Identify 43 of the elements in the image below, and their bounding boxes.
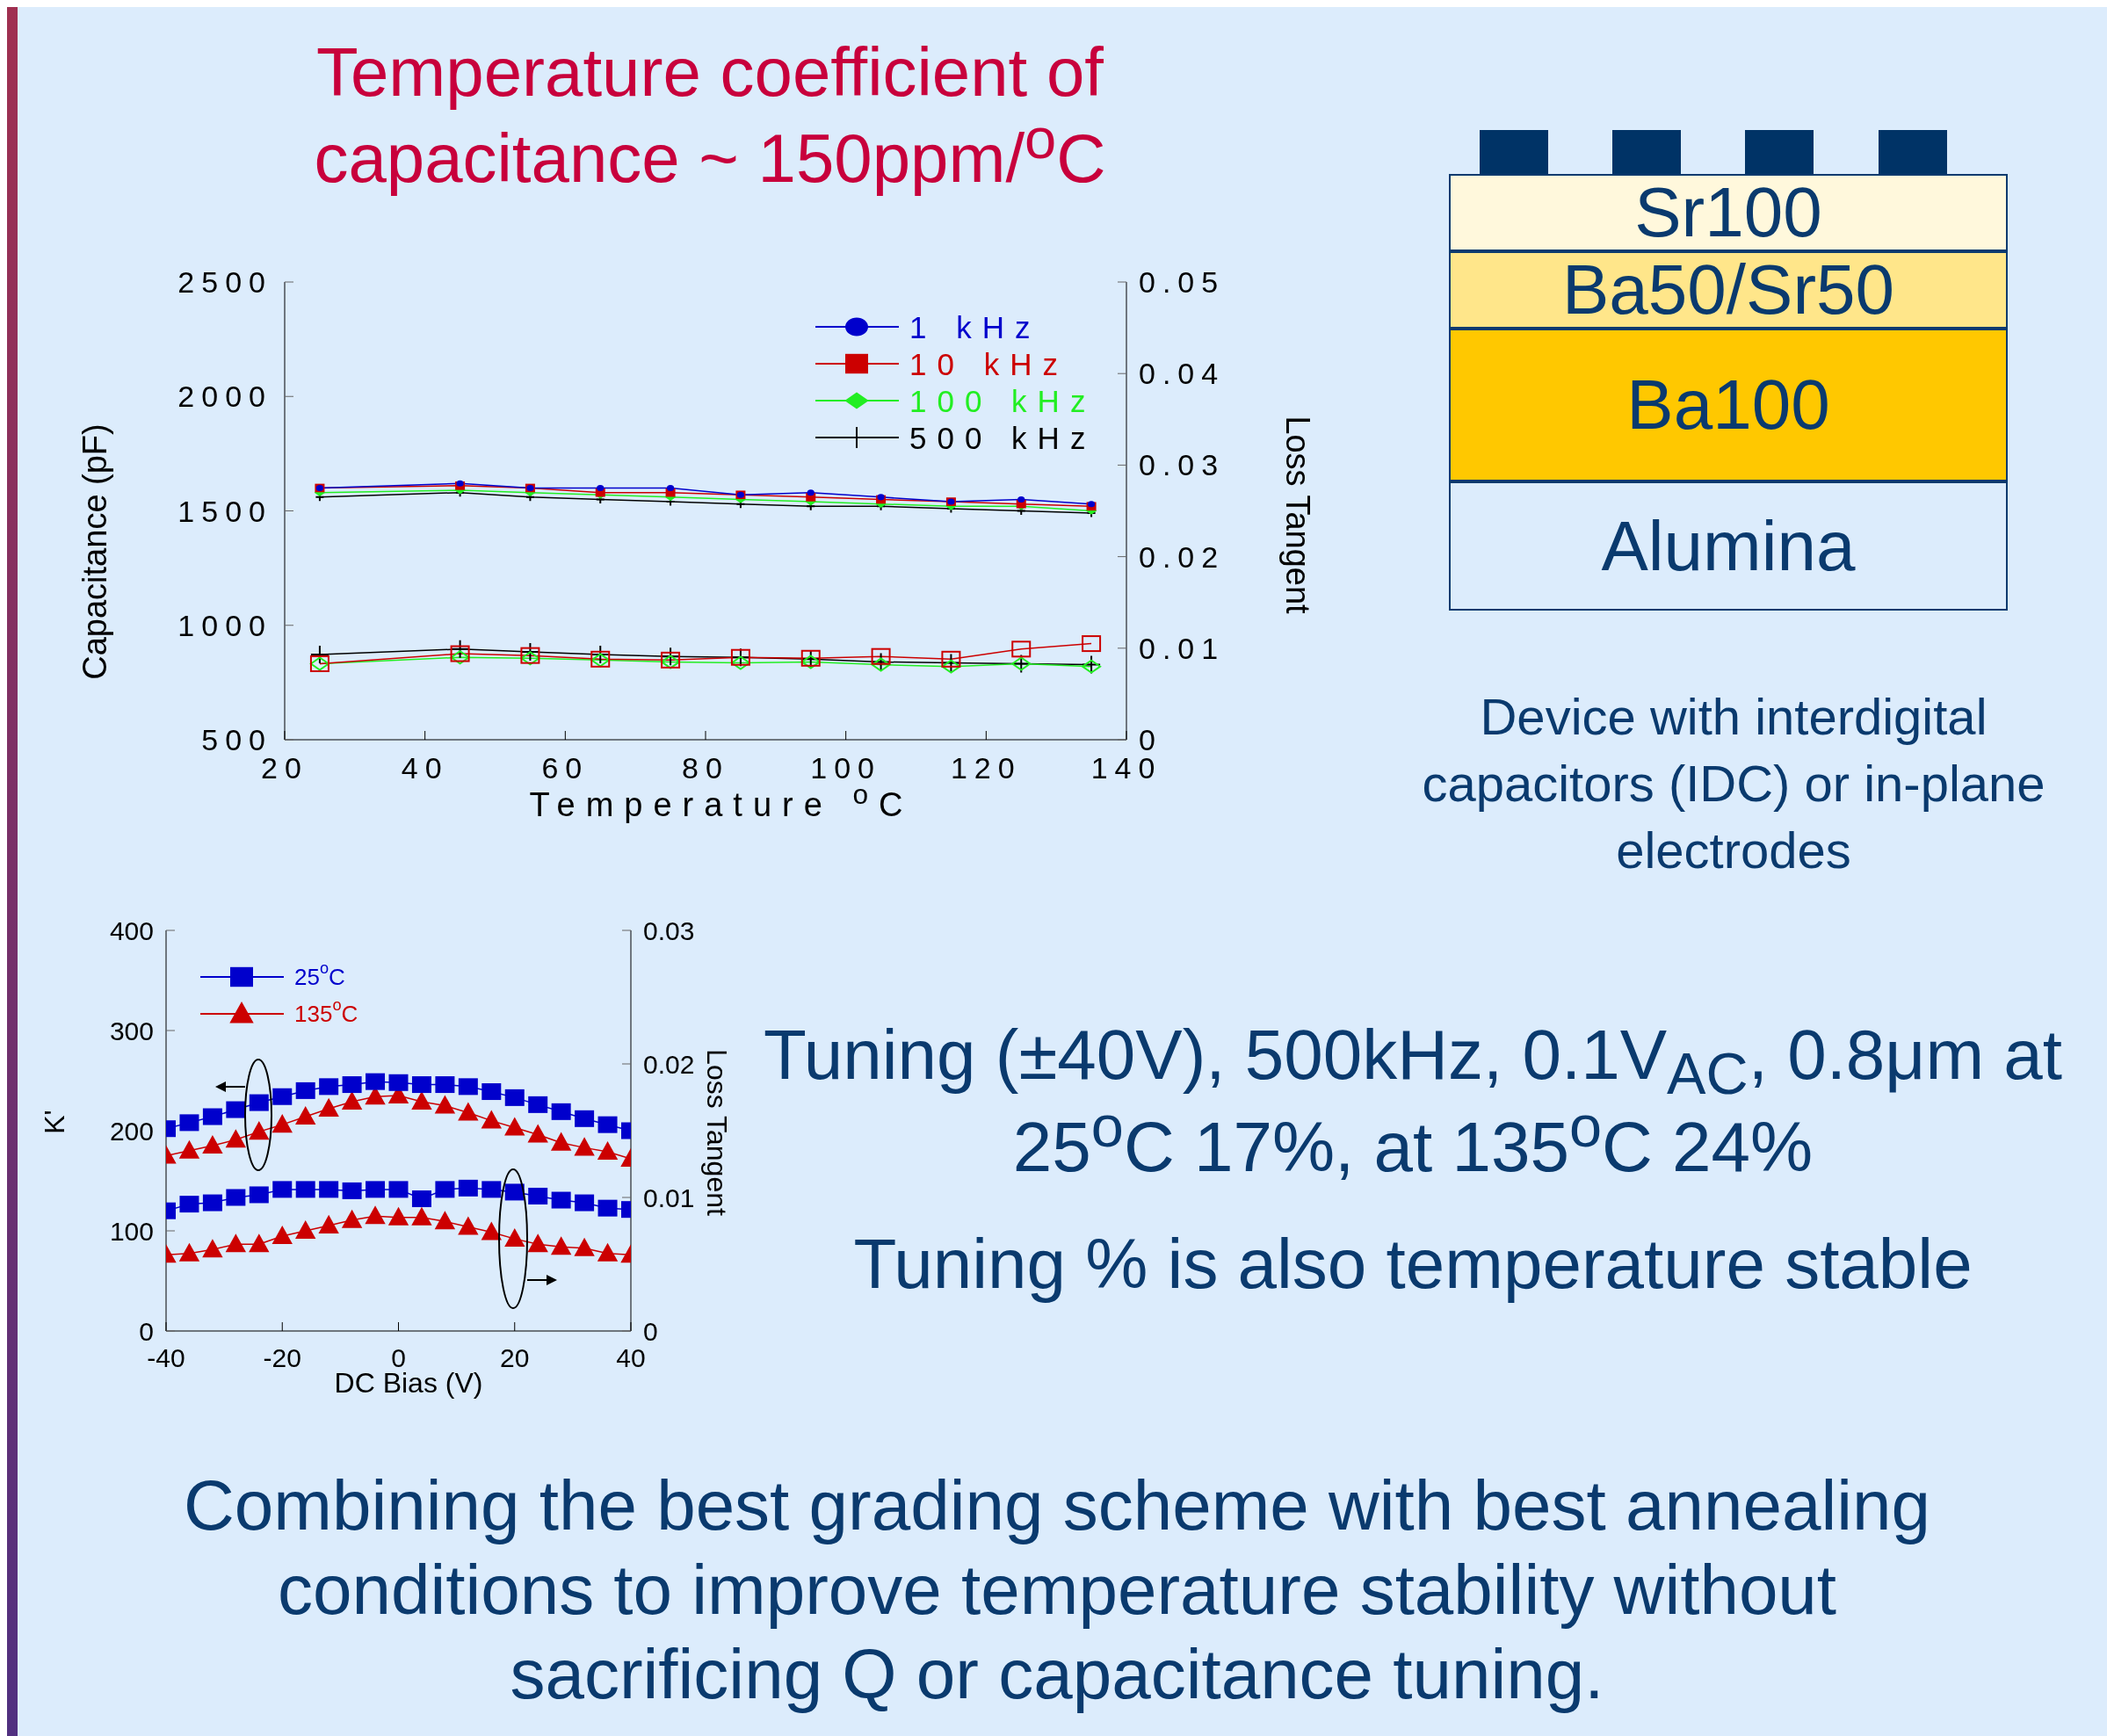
text: Ba100 [1449,329,2008,481]
y-tick-label: 300 [109,1016,154,1045]
y2-tick-label: 0.01 [1139,631,1226,665]
y2-tick-label: 0.05 [1139,265,1226,300]
y2-tick-label: 0.02 [643,1049,695,1079]
y-tick-label: 200 [109,1116,154,1146]
y-tick-label: 400 [109,915,154,945]
text: Device with interdigital capacitors (IDC) or in-plane electrodes [1421,687,2046,880]
text: Ba50/Sr50 [1449,250,2008,329]
text: Alumina [1449,481,2008,611]
y2-tick-label: 0.03 [643,915,695,945]
y2-tick-label: 0.04 [1139,357,1226,391]
y-tick-label: 1000 [177,608,272,642]
x-tick-label: 20 [500,1343,530,1373]
y2-axis-title: Loss Tangent [1278,416,1316,614]
y-tick-label: 2000 [177,380,272,414]
x-tick-label: 40 [616,1343,646,1373]
y-axis-title: Capacitance (pF) [76,423,114,680]
y2-tick-label: 0.01 [643,1183,695,1212]
text: Tuning % is also temperature stable [852,1224,1973,1305]
text: Combining the best grading scheme with best annealing conditions to improve temperature stability without sacrificing Q or capacitance tuning. [183,1465,1931,1715]
x-tick-label: 40 [401,751,449,785]
x-tick-label: 120 [950,751,1022,785]
legend-label: 100 kHz [909,383,1097,418]
y2-tick-label: 0 [643,1316,658,1346]
legend-label: 25$^{o}$C [294,959,345,990]
y-axis-title: K' [38,1110,71,1134]
chart-title: Temperature coefficient of capacitance ~ 150ppm/$^{o}$C [313,33,1107,199]
legend-label: 500 kHz [909,420,1097,455]
y2-tick-label: 0.03 [1139,448,1226,482]
y-tick-label: 100 [109,1216,154,1246]
legend-label: 135$^{o}$C [294,996,358,1027]
x-tick-label: -20 [263,1343,301,1373]
legend-label: 10 kHz [909,346,1068,381]
text: Tuning (±40V), 500kHz, 0.1V$_{AC}$, 0.8μm at 25$^{o}$C 17%, at 135$^{o}$C 24% [763,1016,2063,1186]
y-tick-label: 2500 [177,265,272,300]
y2-axis-title: Loss Tangent [699,1049,733,1216]
text: Sr100 [1449,173,2008,251]
legend-label: 1 kHz [909,309,1041,344]
y-tick-label: 0 [139,1316,154,1346]
y2-tick-label: 0.02 [1139,539,1226,574]
y-tick-label: 1500 [177,494,272,528]
x-tick-label: -40 [147,1343,185,1373]
